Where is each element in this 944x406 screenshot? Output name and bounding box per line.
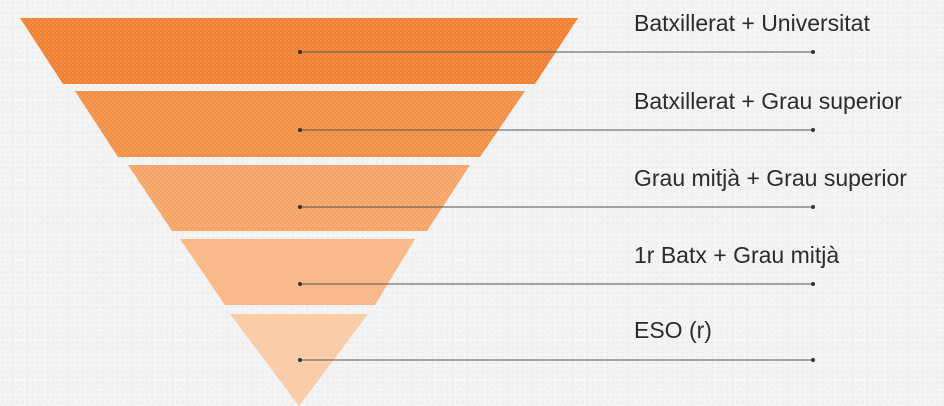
leader-start-dot-2 (298, 128, 302, 132)
funnel-label-5: ESO (r) (634, 317, 712, 343)
funnel-level-5 (230, 314, 815, 406)
funnel-level-1 (20, 18, 815, 84)
leader-end-dot-4 (811, 282, 815, 286)
funnel-label-1: Batxillerat + Universitat (634, 10, 870, 36)
leader-end-dot-1 (811, 50, 815, 54)
funnel-level-3 (128, 165, 815, 231)
leader-end-dot-2 (811, 128, 815, 132)
funnel-level-4 (180, 239, 815, 305)
funnel-label-4: 1r Batx + Grau mitjà (634, 242, 840, 268)
funnel-band-2-texture (75, 91, 525, 157)
funnel-level-2 (75, 91, 815, 157)
leader-start-dot-4 (298, 282, 302, 286)
leader-end-dot-5 (811, 358, 815, 362)
leader-start-dot-5 (298, 358, 302, 362)
funnel-label-2: Batxillerat + Grau superior (634, 88, 902, 114)
funnel-label-3: Grau mitjà + Grau superior (634, 165, 907, 191)
leader-start-dot-1 (298, 50, 302, 54)
funnel-band-4-texture (180, 239, 415, 305)
leader-start-dot-3 (298, 205, 302, 209)
leader-end-dot-3 (811, 205, 815, 209)
funnel-band-3-texture (128, 165, 470, 231)
